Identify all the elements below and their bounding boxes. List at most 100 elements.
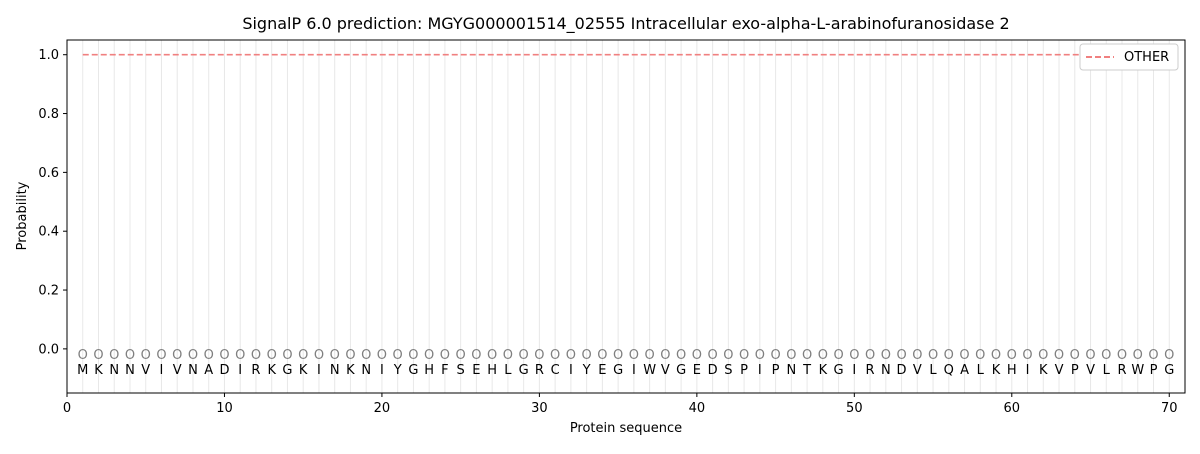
sequence-residue: W (1131, 363, 1144, 378)
sequence-residue: E (693, 363, 701, 378)
sequence-residue: G (834, 363, 844, 378)
x-tick-label: 10 (216, 401, 233, 416)
sequence-residue: S (724, 363, 732, 378)
label-mark: O (408, 348, 418, 363)
sequence-residue: N (881, 363, 891, 378)
sequence-residue: Y (582, 363, 591, 378)
label-mark: O (660, 348, 670, 363)
x-tick-label: 40 (689, 401, 706, 416)
sequence-residue: S (457, 363, 465, 378)
label-mark: O (219, 348, 229, 363)
label-mark: O (645, 348, 655, 363)
label-mark: O (550, 348, 560, 363)
label-mark: O (156, 348, 166, 363)
label-mark: O (345, 348, 355, 363)
label-mark: O (1164, 348, 1174, 363)
sequence-residue: N (109, 363, 119, 378)
sequence-residue: I (380, 363, 384, 378)
sequence-residue: I (632, 363, 636, 378)
label-mark: O (739, 348, 749, 363)
label-mark: O (330, 348, 340, 363)
sequence-residue: K (1039, 363, 1048, 378)
x-axis-label: Protein sequence (570, 421, 682, 436)
label-mark: O (267, 348, 277, 363)
x-tick-label: 70 (1161, 401, 1178, 416)
sequence-residue: A (204, 363, 213, 378)
label-mark: O (93, 348, 103, 363)
label-mark: O (1022, 348, 1032, 363)
sequence-residue: K (819, 363, 828, 378)
sequence-residue: P (740, 363, 748, 378)
label-mark: O (471, 348, 481, 363)
label-mark: O (393, 348, 403, 363)
sequence-residue: W (643, 363, 656, 378)
sequence-residue: I (852, 363, 856, 378)
sequence-residue: D (897, 363, 907, 378)
y-tick-label: 0.6 (38, 166, 59, 181)
label-mark: O (865, 348, 875, 363)
label-mark: O (928, 348, 938, 363)
sequence-residue: K (299, 363, 308, 378)
label-mark: O (1007, 348, 1017, 363)
sequence-residue: G (1164, 363, 1174, 378)
sequence-residue: P (772, 363, 780, 378)
label-mark: O (582, 348, 592, 363)
sequence-residue: K (94, 363, 103, 378)
label-mark: O (912, 348, 922, 363)
sequence-residue: D (219, 363, 229, 378)
label-mark: O (456, 348, 466, 363)
label-mark: O (723, 348, 733, 363)
sequence-residue: F (441, 363, 448, 378)
label-mark: O (519, 348, 529, 363)
label-mark: O (282, 348, 292, 363)
y-tick-label: 0.2 (38, 284, 59, 299)
sequence-residue: H (424, 363, 434, 378)
x-tick-label: 0 (63, 401, 71, 416)
sequence-residue: K (992, 363, 1001, 378)
sequence-residue: R (535, 363, 544, 378)
sequence-residue: L (504, 363, 512, 378)
sequence-residue: D (708, 363, 718, 378)
sequence-residue: E (472, 363, 480, 378)
label-mark: O (707, 348, 717, 363)
label-mark: O (125, 348, 135, 363)
x-tick-label: 50 (846, 401, 863, 416)
label-mark: O (109, 348, 119, 363)
sequence-residue: I (758, 363, 762, 378)
label-mark: O (424, 348, 434, 363)
chart-title: SignalP 6.0 prediction: MGYG000001514_02… (242, 14, 1009, 34)
y-tick-label: 0.4 (38, 225, 59, 240)
sequence-residue: R (251, 363, 260, 378)
label-mark: O (1054, 348, 1064, 363)
sequence-residue: L (929, 363, 937, 378)
label-mark: O (172, 348, 182, 363)
sequence-residue: G (613, 363, 623, 378)
label-mark: O (141, 348, 151, 363)
sequence-residue: V (173, 363, 182, 378)
sequence-residue: P (1150, 363, 1158, 378)
label-mark: O (361, 348, 371, 363)
label-mark: O (1038, 348, 1048, 363)
sequence-residue: I (1026, 363, 1030, 378)
y-tick-label: 0.8 (38, 107, 59, 122)
sequence-residue: C (551, 363, 560, 378)
label-mark: O (802, 348, 812, 363)
sequence-residue: K (267, 363, 276, 378)
y-axis-label: Probability (15, 181, 30, 250)
label-mark: O (1148, 348, 1158, 363)
y-ticks: 0.0 0.2 0.4 0.6 0.8 1.0 (38, 48, 67, 357)
sequence-residue: Y (393, 363, 402, 378)
label-mark: O (251, 348, 261, 363)
grid-layer (82, 40, 1170, 393)
y-tick-label: 0.0 (38, 342, 59, 357)
sequence-residue: I (160, 363, 164, 378)
sequence-residue: A (960, 363, 969, 378)
sequence-residue: L (977, 363, 985, 378)
y-tick-label: 1.0 (38, 48, 59, 63)
sequence-residue: N (361, 363, 371, 378)
sequence-residue: R (866, 363, 875, 378)
sequence-residue: I (569, 363, 573, 378)
label-mark: O (597, 348, 607, 363)
sequence-residue: R (1117, 363, 1126, 378)
